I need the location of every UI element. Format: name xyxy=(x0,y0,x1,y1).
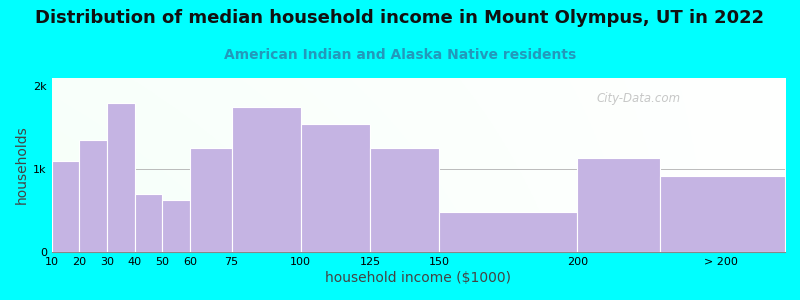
Bar xyxy=(370,148,439,252)
Bar xyxy=(79,140,107,252)
Bar xyxy=(52,161,79,252)
Bar xyxy=(439,212,578,252)
Bar xyxy=(578,158,661,252)
Bar xyxy=(134,194,162,252)
Bar xyxy=(301,124,370,252)
Text: Distribution of median household income in Mount Olympus, UT in 2022: Distribution of median household income … xyxy=(35,9,765,27)
Y-axis label: households: households xyxy=(15,126,29,204)
Text: City-Data.com: City-Data.com xyxy=(596,92,680,105)
Text: American Indian and Alaska Native residents: American Indian and Alaska Native reside… xyxy=(224,48,576,62)
Bar xyxy=(661,176,785,252)
Bar xyxy=(190,148,231,252)
Bar xyxy=(107,103,134,252)
Bar xyxy=(162,200,190,252)
X-axis label: household income ($1000): household income ($1000) xyxy=(326,271,511,285)
Bar xyxy=(231,107,301,252)
